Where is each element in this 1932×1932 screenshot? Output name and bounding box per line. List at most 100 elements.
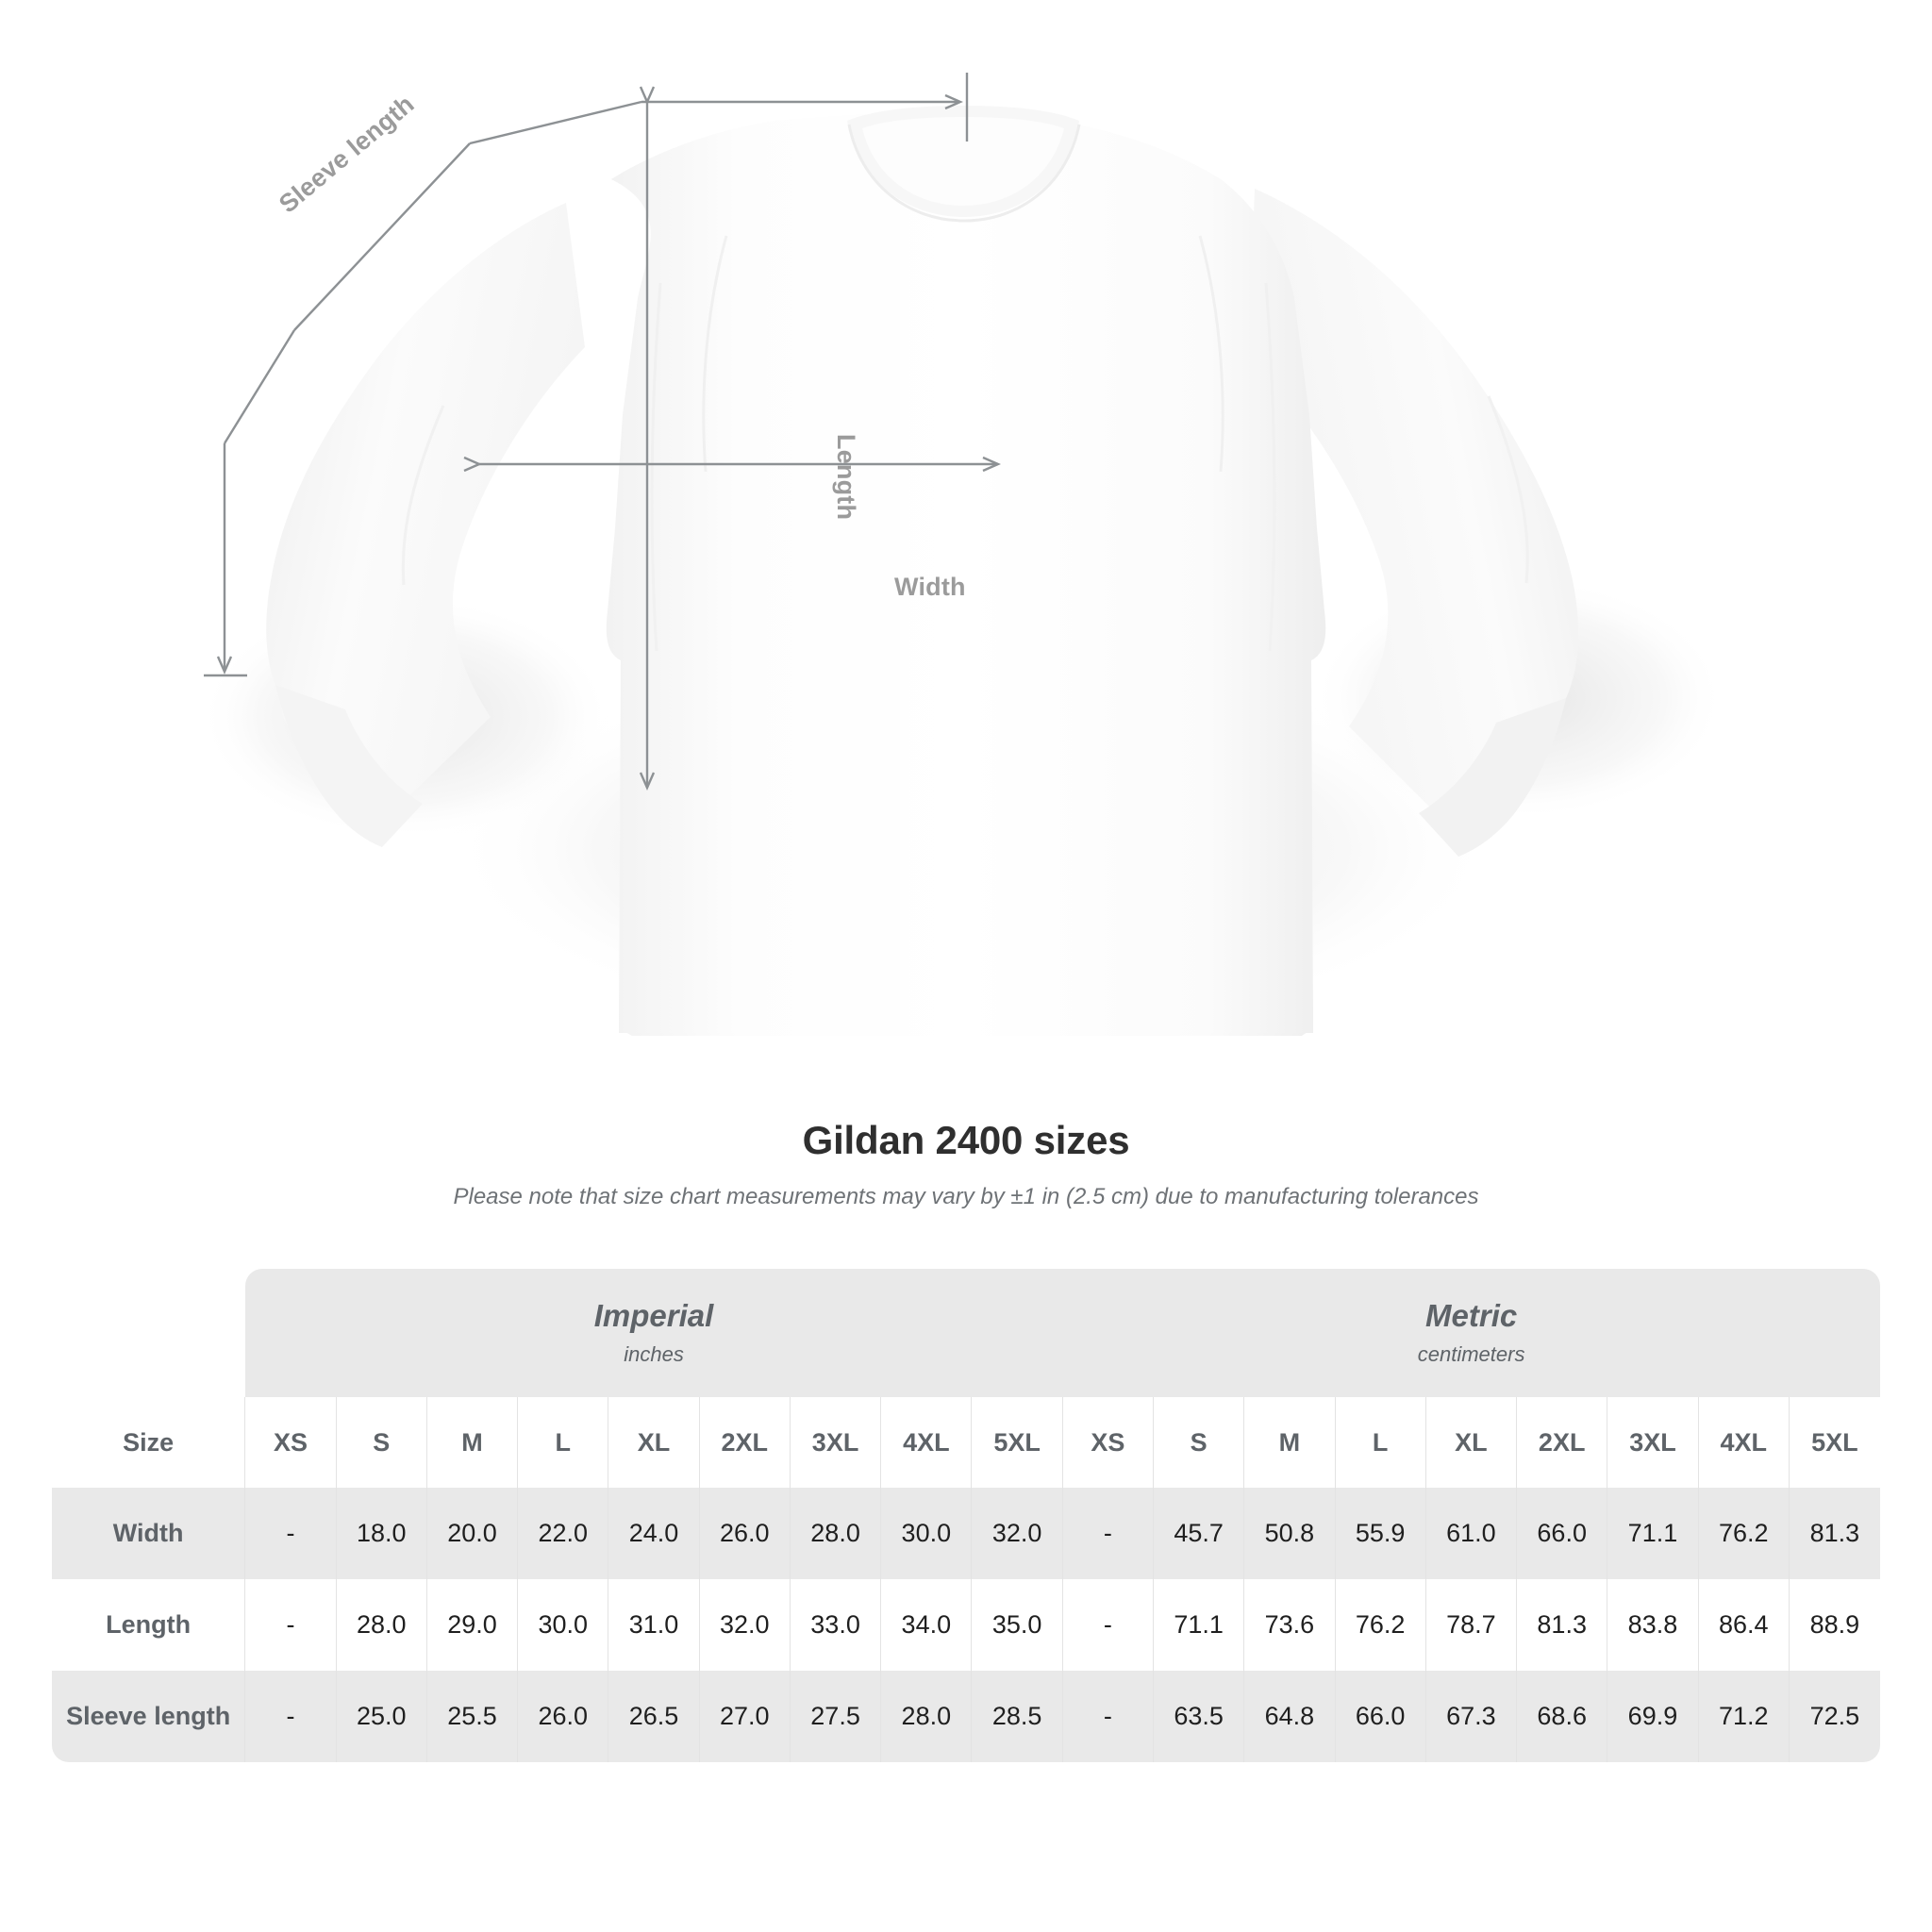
cell-sleeve-length-metric-3xl: 69.9 <box>1607 1671 1699 1762</box>
unit-row-spacer <box>52 1269 245 1397</box>
size-header-metric-xs: XS <box>1061 1397 1154 1488</box>
cell-sleeve-length-imperial-xl: 26.5 <box>608 1671 700 1762</box>
unit-group-header-row: Imperial inches Metric centimeters <box>52 1269 1880 1397</box>
left-cuff <box>275 685 423 847</box>
cell-sleeve-length-imperial-s: 25.0 <box>335 1671 427 1762</box>
cell-sleeve-length-imperial-l: 26.0 <box>517 1671 608 1762</box>
cell-sleeve-length-metric-2xl: 68.6 <box>1516 1671 1607 1762</box>
cell-width-metric-m: 50.8 <box>1243 1488 1336 1579</box>
size-header-imperial-s: S <box>335 1397 427 1488</box>
cell-sleeve-length-imperial-4xl: 28.0 <box>880 1671 972 1762</box>
cell-width-metric-l: 55.9 <box>1334 1488 1426 1579</box>
right-cuff <box>1419 698 1566 857</box>
unit-group-metric-name: Metric <box>1425 1298 1518 1334</box>
cell-length-metric-l: 76.2 <box>1334 1579 1426 1671</box>
collar-stitch <box>847 124 1081 223</box>
size-header-metric-xl: XL <box>1424 1397 1517 1488</box>
cell-length-imperial-xs: - <box>244 1579 337 1671</box>
length-dimension-label: Length <box>832 434 860 521</box>
cell-sleeve-length-metric-4xl: 71.2 <box>1697 1671 1790 1762</box>
cell-width-imperial-2xl: 26.0 <box>698 1488 791 1579</box>
size-header-label: Size <box>52 1397 245 1488</box>
cell-sleeve-length-metric-s: 63.5 <box>1152 1671 1244 1762</box>
size-header-metric-3xl: 3XL <box>1607 1397 1699 1488</box>
cell-width-imperial-xl: 24.0 <box>608 1488 700 1579</box>
cell-length-metric-3xl: 83.8 <box>1607 1579 1699 1671</box>
size-header-imperial-m: M <box>425 1397 518 1488</box>
cell-length-metric-5xl: 88.9 <box>1788 1579 1880 1671</box>
row-label-width: Width <box>52 1488 245 1579</box>
row-label-length: Length <box>52 1579 245 1671</box>
cell-length-metric-s: 71.1 <box>1152 1579 1244 1671</box>
table-row: Width -18.0 20.0 22.0 24.0 26.0 28.0 30.0 32.0-… <box>52 1488 1880 1579</box>
size-header-imperial-4xl: 4XL <box>880 1397 972 1488</box>
cell-length-metric-xs: - <box>1061 1579 1154 1671</box>
tolerance-note: Please note that size chart measurements… <box>453 1184 1479 1209</box>
cell-sleeve-length-metric-5xl: 72.5 <box>1788 1671 1880 1762</box>
cell-sleeve-length-imperial-m: 25.5 <box>425 1671 518 1762</box>
cell-width-imperial-s: 18.0 <box>335 1488 427 1579</box>
size-header-imperial-2xl: 2XL <box>698 1397 791 1488</box>
chart-title-block: Gildan 2400 sizes Please note that size … <box>0 1118 1932 1210</box>
cell-width-metric-xl: 61.0 <box>1424 1488 1517 1579</box>
unit-group-imperial-sub: inches <box>624 1341 684 1366</box>
unit-group-imperial: Imperial inches <box>244 1269 1063 1397</box>
table-row: Length -28.0 29.0 30.0 31.0 32.0 33.0 34.0 35.0… <box>52 1579 1880 1671</box>
cell-length-imperial-s: 28.0 <box>335 1579 427 1671</box>
long-sleeve-shirt-diagram <box>198 73 1726 1038</box>
size-header-imperial-3xl: 3XL <box>789 1397 881 1488</box>
cell-sleeve-length-imperial-5xl: 28.5 <box>971 1671 1063 1762</box>
page-title: Gildan 2400 sizes <box>802 1118 1130 1162</box>
cell-sleeve-length-imperial-2xl: 27.0 <box>698 1671 791 1762</box>
product-illustration: Sleeve length Length Width <box>198 73 1726 1038</box>
cell-length-imperial-5xl: 35.0 <box>971 1579 1063 1671</box>
cell-sleeve-length-metric-xs: - <box>1061 1671 1154 1762</box>
cell-width-imperial-xs: - <box>244 1488 337 1579</box>
size-header-imperial-l: L <box>517 1397 608 1488</box>
table-row: Sleeve length -25.0 25.5 26.0 26.5 27.0 27.5 2… <box>52 1671 1880 1762</box>
unit-group-imperial-name: Imperial <box>593 1298 714 1334</box>
cell-length-imperial-2xl: 32.0 <box>698 1579 791 1671</box>
cell-width-metric-2xl: 66.0 <box>1516 1488 1607 1579</box>
size-header-metric-l: L <box>1334 1397 1426 1488</box>
cell-width-imperial-5xl: 32.0 <box>971 1488 1063 1579</box>
cell-width-metric-3xl: 71.1 <box>1607 1488 1699 1579</box>
cell-length-imperial-m: 29.0 <box>425 1579 518 1671</box>
size-header-imperial-5xl: 5XL <box>971 1397 1063 1488</box>
cell-width-metric-xs: - <box>1061 1488 1154 1579</box>
collar-inner <box>862 117 1064 206</box>
cell-width-imperial-3xl: 28.0 <box>789 1488 881 1579</box>
cell-length-imperial-3xl: 33.0 <box>789 1579 881 1671</box>
cell-sleeve-length-imperial-xs: - <box>244 1671 337 1762</box>
row-label-sleeve-length: Sleeve length <box>52 1671 245 1762</box>
cell-sleeve-length-metric-l: 66.0 <box>1334 1671 1426 1762</box>
size-header-row: Size XS S M L XL 2XL 3XL 4XL 5XL XS S M L XL 2XL 3XL 4XL… <box>52 1397 1880 1488</box>
size-header-metric-2xl: 2XL <box>1516 1397 1607 1488</box>
unit-group-metric-sub: centimeters <box>1417 1341 1525 1366</box>
cell-sleeve-length-metric-m: 64.8 <box>1243 1671 1336 1762</box>
size-header-metric-s: S <box>1152 1397 1244 1488</box>
size-chart-table-body: Width -18.0 20.0 22.0 24.0 26.0 28.0 30.0 32.0-… <box>52 1488 1880 1762</box>
size-header-metric-4xl: 4XL <box>1697 1397 1790 1488</box>
cell-width-metric-5xl: 81.3 <box>1788 1488 1880 1579</box>
left-sleeve <box>266 203 585 823</box>
cell-length-imperial-xl: 31.0 <box>608 1579 700 1671</box>
cell-sleeve-length-metric-xl: 67.3 <box>1424 1671 1517 1762</box>
cell-length-metric-m: 73.6 <box>1243 1579 1336 1671</box>
cell-width-metric-4xl: 76.2 <box>1697 1488 1790 1579</box>
size-header-imperial-xl: XL <box>608 1397 700 1488</box>
cell-width-imperial-m: 20.0 <box>425 1488 518 1579</box>
cell-width-imperial-l: 22.0 <box>517 1488 608 1579</box>
cell-length-metric-xl: 78.7 <box>1424 1579 1517 1671</box>
width-dimension-label: Width <box>894 573 966 601</box>
cell-length-imperial-4xl: 34.0 <box>880 1579 972 1671</box>
cell-width-metric-s: 45.7 <box>1152 1488 1244 1579</box>
unit-group-metric: Metric centimeters <box>1062 1269 1880 1397</box>
size-header-metric-m: M <box>1243 1397 1336 1488</box>
cell-length-imperial-l: 30.0 <box>517 1579 608 1671</box>
size-chart-table: Imperial inches Metric centimeters Size … <box>52 1269 1880 1762</box>
size-header-metric-5xl: 5XL <box>1788 1397 1880 1488</box>
right-sleeve <box>1249 189 1579 834</box>
sleeve-length-dimension <box>204 73 969 677</box>
cell-length-metric-4xl: 86.4 <box>1697 1579 1790 1671</box>
